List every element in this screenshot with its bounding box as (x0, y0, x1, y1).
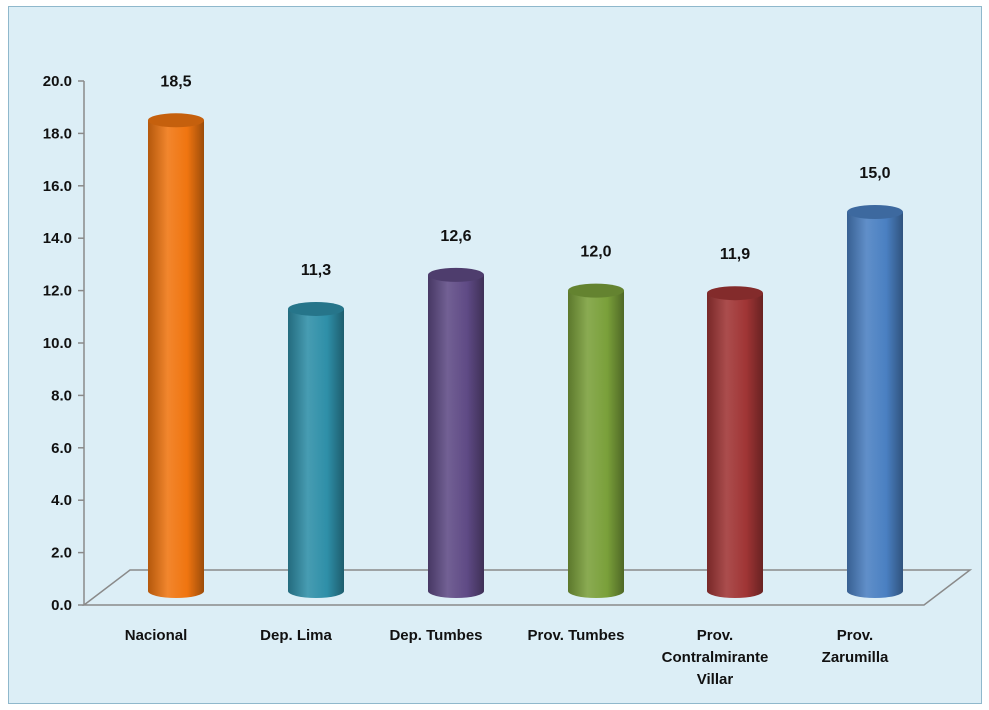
category-label: Dep. Lima (260, 627, 332, 644)
bar-body (428, 274, 484, 598)
bar-top (847, 205, 903, 219)
bar (568, 283, 624, 598)
bar (148, 113, 204, 599)
x-axis-labels: Nacional Dep. Lima Dep. Tumbes Prov. Tumbes… (125, 627, 889, 688)
bar-body (707, 293, 763, 598)
bars (148, 113, 903, 599)
bar (707, 286, 763, 598)
category-label: Prov. Contralmirante Villar (662, 627, 769, 688)
floor-outline (81, 569, 973, 606)
data-label: 11,3 (301, 262, 331, 279)
bar (847, 205, 903, 598)
category-label: Nacional (125, 627, 188, 644)
y-tick-label: 4.0 (51, 492, 72, 509)
y-axis: 0.0 2.0 4.0 6.0 8.0 10.0 12.0 14.0 16.0 18.0 20.0 (43, 73, 85, 614)
bar-top (288, 301, 344, 316)
y-tick-label: 0.0 (51, 597, 72, 614)
y-tick-label: 10.0 (43, 335, 72, 352)
y-tick-label: 6.0 (51, 440, 72, 457)
y-tick-label: 18.0 (43, 125, 72, 142)
category-label: Prov. Zarumilla (822, 627, 889, 666)
bar-top (707, 286, 763, 301)
y-tick-label: 12.0 (43, 283, 72, 300)
y-tick-label: 2.0 (51, 545, 72, 562)
data-label: 12,0 (580, 244, 611, 261)
data-label: 12,6 (440, 228, 471, 245)
category-label: Prov. Tumbes (528, 627, 625, 644)
data-labels: 18,5 11,3 12,6 12,0 11,9 15,0 (160, 73, 890, 279)
bar-body (847, 212, 903, 598)
bar-top (428, 267, 484, 282)
data-label: 18,5 (160, 73, 191, 90)
y-tick-label: 16.0 (43, 178, 72, 195)
data-label: 11,9 (720, 246, 750, 263)
data-label: 15,0 (859, 165, 890, 182)
bar (428, 267, 484, 598)
y-tick-label: 20.0 (43, 73, 72, 90)
bar (288, 301, 344, 598)
bar-body (148, 120, 204, 599)
bar-body (568, 290, 624, 598)
category-label: Dep. Tumbes (389, 627, 482, 644)
bar-top (148, 113, 204, 128)
y-tick-label: 14.0 (43, 230, 72, 247)
y-tick-label: 8.0 (51, 387, 72, 404)
chart-floor (81, 569, 973, 606)
bar-body (288, 308, 344, 598)
bar-top (568, 283, 624, 298)
